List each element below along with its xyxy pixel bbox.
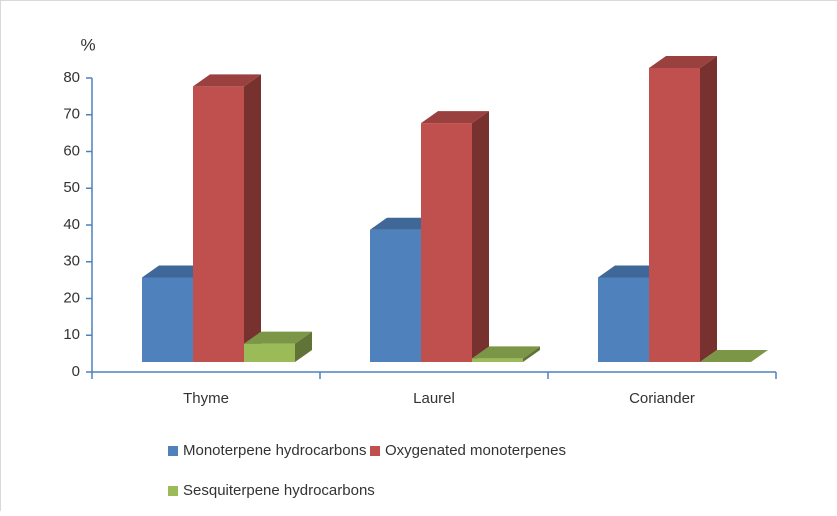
y-tick-label: 0 [72,363,80,380]
y-axis-label: % [80,35,95,54]
bar-front [421,123,472,362]
bar [193,74,261,362]
bar [649,56,717,362]
bar-front [193,86,244,362]
y-tick-label: 20 [63,289,80,306]
bar-front [244,344,295,362]
x-tick-label: Laurel [413,390,455,407]
y-tick-label: 40 [63,216,80,233]
bar-front [142,277,193,362]
bar-side [472,111,489,362]
y-tick-label: 30 [63,253,80,270]
legend-label: Oxygenated monoterpenes [385,442,566,459]
legend-swatch [168,486,178,496]
bar-side [244,74,261,362]
x-tick-label: Thyme [183,390,229,407]
x-tick-label: Coriander [629,390,695,407]
y-tick-label: 80 [63,69,80,86]
bar-front [472,358,523,362]
bar-front [370,230,421,362]
bar-side [700,56,717,362]
bar [421,111,489,362]
legend-label: Monoterpene hydrocarbons [183,442,366,459]
legend-swatch [370,446,380,456]
y-tick-label: 60 [63,142,80,159]
y-tick-label: 70 [63,106,80,123]
legend-label: Sesquiterpene hydrocarbons [183,482,375,499]
y-tick-label: 50 [63,179,80,196]
bar-front [649,68,700,362]
legend-swatch [168,446,178,456]
y-tick-label: 10 [63,326,80,343]
bar-front [598,277,649,362]
